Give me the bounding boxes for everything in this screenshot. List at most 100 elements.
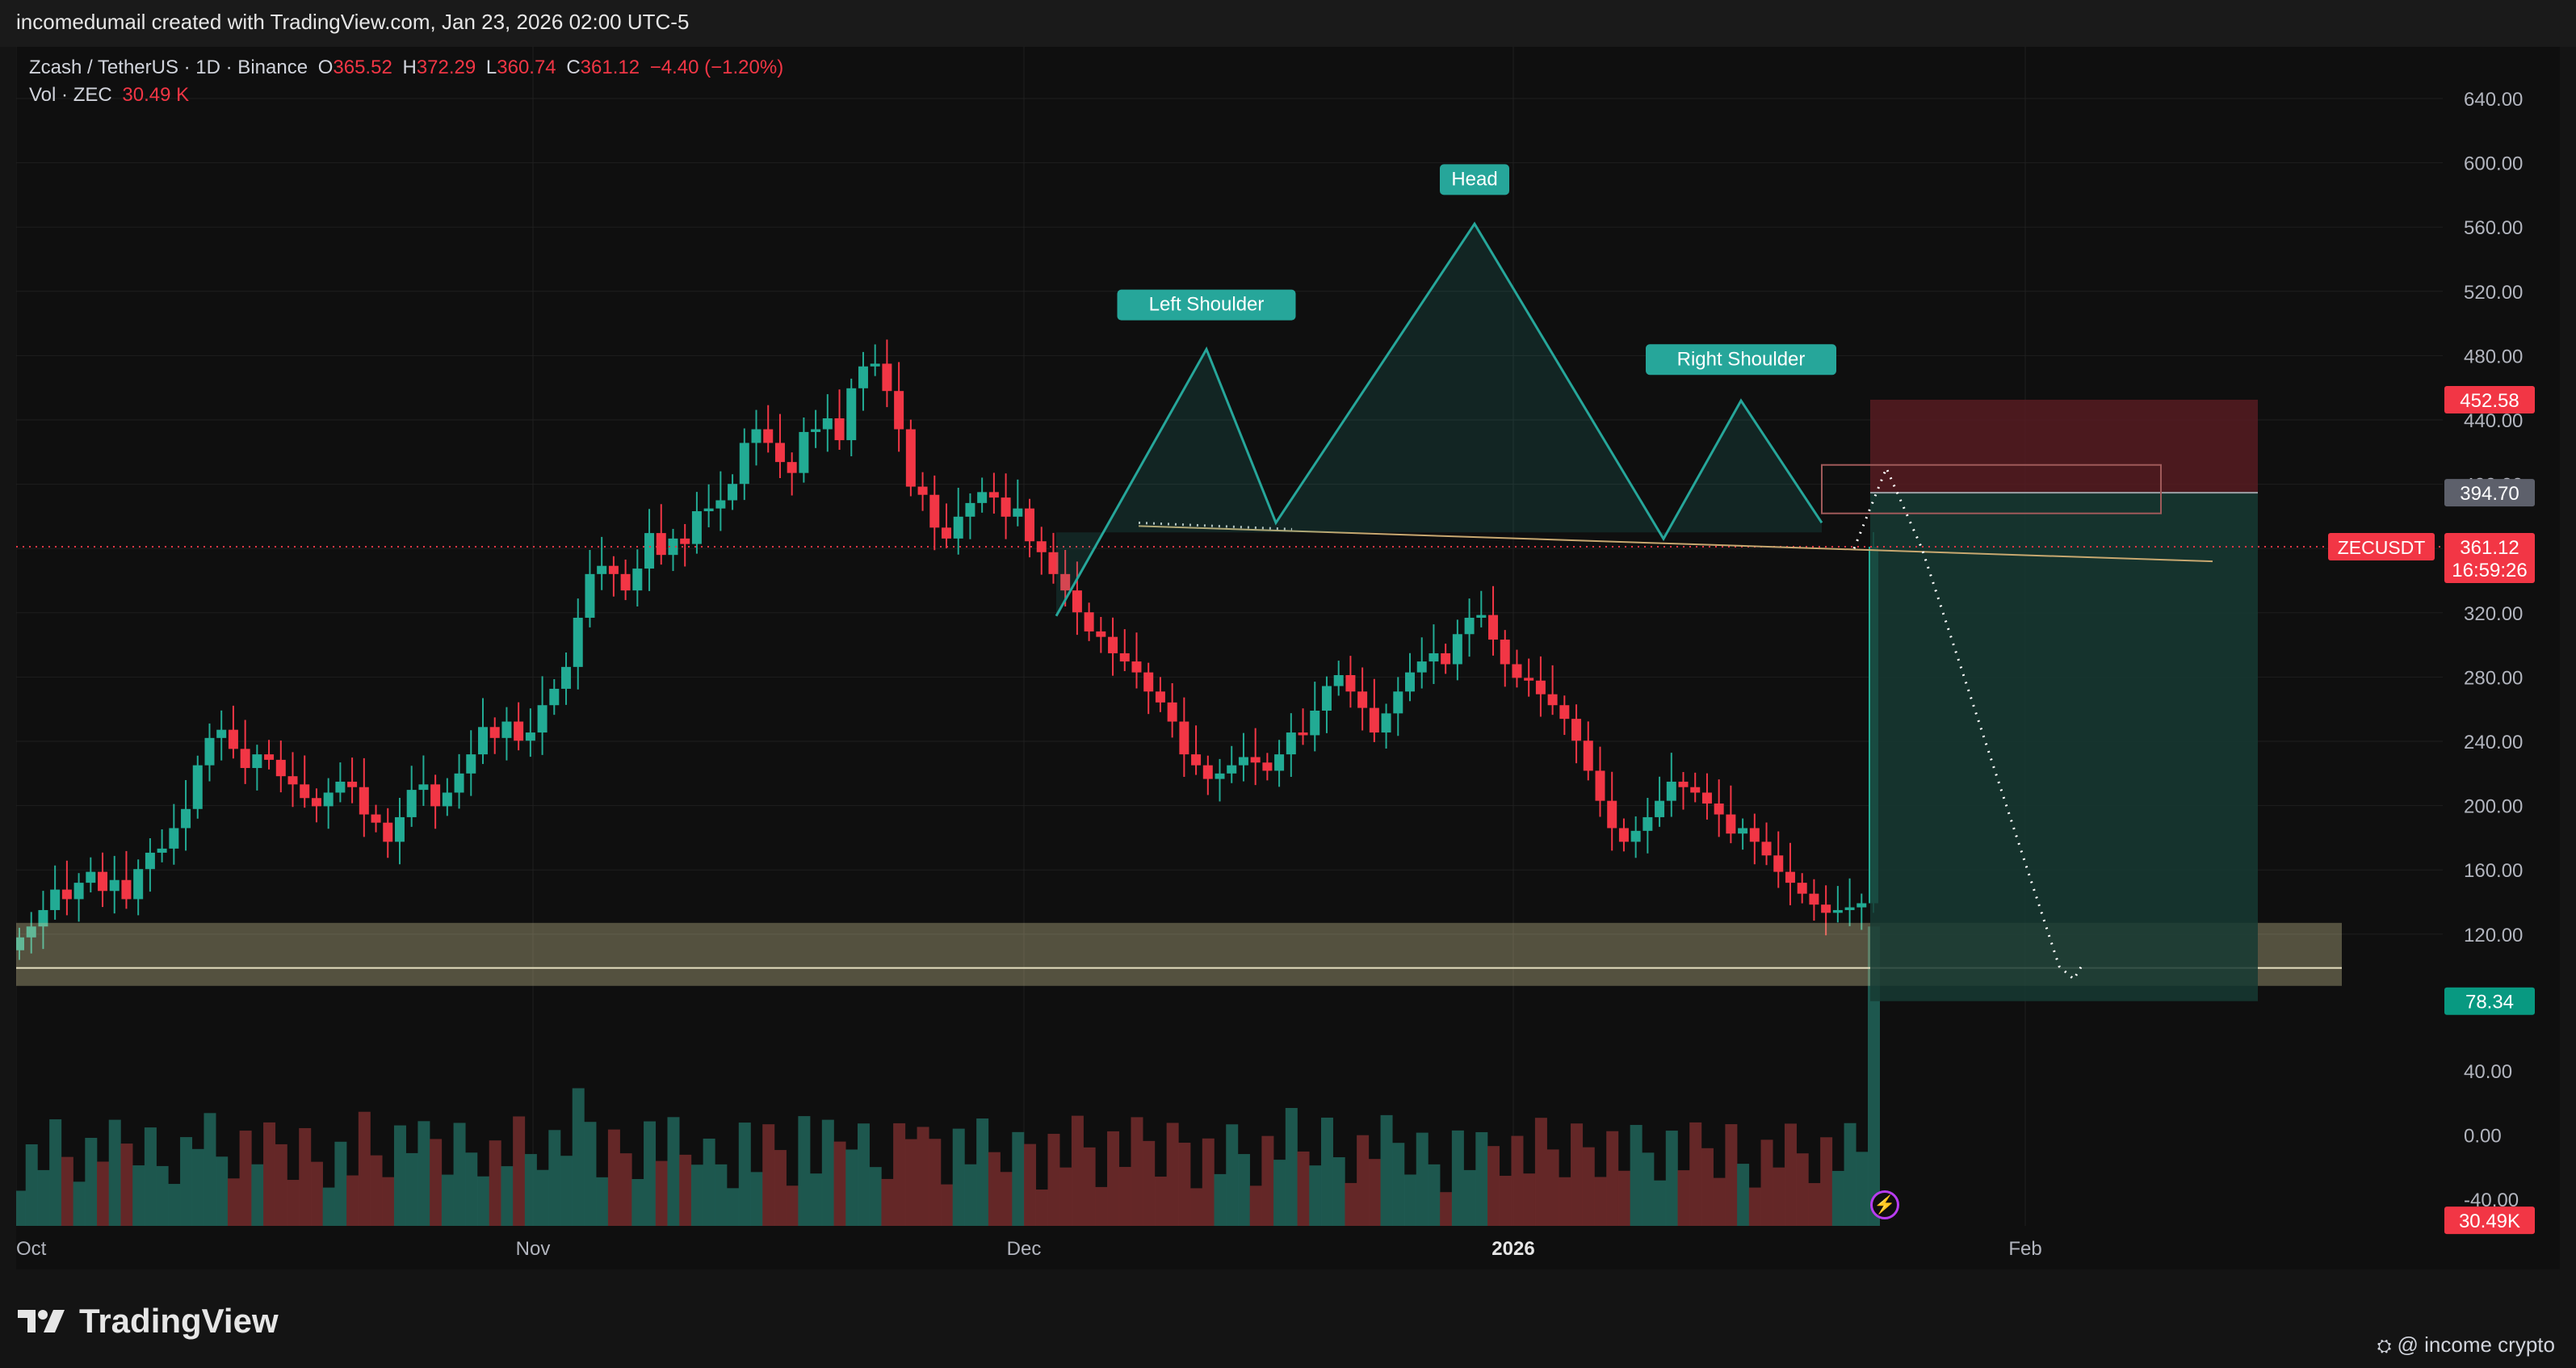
y-tick-label: 440.00 <box>2464 410 2523 432</box>
volume-bar <box>1487 1146 1500 1226</box>
candle-body <box>1618 828 1629 842</box>
candle-body <box>73 883 84 900</box>
legend-open-label: O <box>317 57 334 78</box>
volume-bar <box>596 1177 609 1226</box>
volume-bar <box>1475 1131 1488 1226</box>
volume-bar <box>1594 1177 1607 1226</box>
candle-body <box>1227 765 1237 774</box>
candle-body <box>86 871 96 883</box>
candle-body <box>799 431 809 473</box>
volume-bar <box>465 1152 478 1226</box>
tv-logo-icon <box>18 1310 65 1332</box>
x-tick-label: Nov <box>516 1238 551 1260</box>
chart-pane[interactable]: Left Shoulder Head Right Shoulder 640.00 600… <box>16 47 2560 1269</box>
volume-bar <box>1523 1173 1536 1226</box>
tradingview-logo[interactable]: TradingView <box>18 1302 279 1341</box>
candle-body <box>894 391 904 430</box>
volume-bar <box>1166 1123 1179 1226</box>
volume-legend: Vol · ZEC 30.49 K <box>29 84 194 107</box>
volume-bar <box>524 1154 537 1226</box>
candle-body <box>537 705 548 733</box>
candle-body <box>1048 552 1059 574</box>
candle-body <box>573 617 583 667</box>
candle-body <box>1191 754 1202 766</box>
legend-high-label: H <box>402 57 417 78</box>
volume-bar <box>1428 1164 1441 1226</box>
volume-bar <box>275 1143 287 1226</box>
candle-body <box>1131 661 1142 673</box>
volume-bar <box>382 1177 395 1226</box>
neckline <box>1138 525 2213 563</box>
candle-body <box>1547 694 1558 706</box>
volume-bar <box>180 1137 193 1226</box>
candle-body <box>1202 765 1213 779</box>
candle-body <box>691 511 702 544</box>
candle-body <box>561 666 572 689</box>
candle-body <box>1155 691 1165 703</box>
candle-body <box>1013 508 1023 517</box>
candle-body <box>858 366 868 388</box>
volume-bar <box>346 1175 359 1226</box>
volume-bar <box>49 1119 62 1226</box>
candle-body <box>1643 816 1653 831</box>
candle-body <box>977 492 988 503</box>
volume-bar <box>322 1187 335 1226</box>
candle-body <box>252 754 262 769</box>
candle-body <box>1036 541 1047 552</box>
footer-bar: TradingView ⛭ @ income crypto <box>0 1269 2576 1368</box>
candle-body <box>287 776 298 785</box>
price-tag-box <box>2444 479 2535 507</box>
price-tag: 452.58 <box>2460 390 2519 412</box>
volume-bar <box>501 1166 514 1226</box>
volume-bar <box>73 1181 86 1226</box>
volume-bar <box>477 1176 489 1226</box>
candle-body <box>1119 653 1130 662</box>
y-tick-label: 0.00 <box>2464 1126 2502 1148</box>
author-icon: ⛭ <box>2377 1336 2392 1356</box>
candle-body <box>133 869 144 900</box>
volume-bar <box>881 1178 894 1226</box>
y-tick-label: 280.00 <box>2464 667 2523 689</box>
candle-body <box>811 429 821 432</box>
legend-low-label: L <box>485 57 497 78</box>
candle-body <box>834 418 845 441</box>
candle-body <box>181 808 191 829</box>
x-tick-label: Dec <box>1007 1238 1042 1260</box>
candle-body <box>347 781 358 787</box>
candle-body <box>1393 691 1403 714</box>
candle-body <box>988 492 999 498</box>
price-chart[interactable]: Left Shoulder Head Right Shoulder 640.00 600… <box>16 47 2560 1269</box>
candle-body <box>98 871 108 892</box>
pattern-label: Left Shoulder <box>1149 294 1265 316</box>
volume-bar <box>1546 1149 1559 1226</box>
volume-bar <box>1582 1147 1595 1226</box>
candle-body <box>1369 707 1379 733</box>
y-tick-label: 40.00 <box>2464 1061 2512 1083</box>
volume-bar <box>1844 1123 1856 1226</box>
pattern-outline <box>1055 221 1823 617</box>
stop-loss-zone <box>1870 399 2258 493</box>
volume-bar <box>1190 1188 1203 1226</box>
candle-body <box>882 363 892 392</box>
volume-bar <box>1856 1152 1869 1226</box>
volume-bar <box>1463 1169 1476 1226</box>
candle-body <box>1345 675 1356 692</box>
candle-body <box>1476 615 1487 618</box>
candle-body <box>1441 653 1451 665</box>
volume-bar <box>1261 1135 1274 1226</box>
candle-body <box>121 879 132 900</box>
candle-body <box>728 484 738 501</box>
volume-bar <box>904 1139 917 1226</box>
candle-body <box>1416 661 1427 673</box>
volume-bar <box>251 1164 264 1226</box>
volume-bar <box>1202 1138 1215 1226</box>
legend-change: −4.40 (−1.20%) <box>649 57 784 78</box>
bolt-icon[interactable]: ⚡ <box>1870 1190 1899 1219</box>
volume-bar <box>405 1152 418 1226</box>
candle-body <box>38 909 48 927</box>
candle-body <box>870 363 880 367</box>
volume-bar <box>1012 1131 1025 1226</box>
candle-body <box>228 729 238 749</box>
candle-body <box>1286 732 1296 755</box>
volume-bar <box>1642 1152 1655 1226</box>
